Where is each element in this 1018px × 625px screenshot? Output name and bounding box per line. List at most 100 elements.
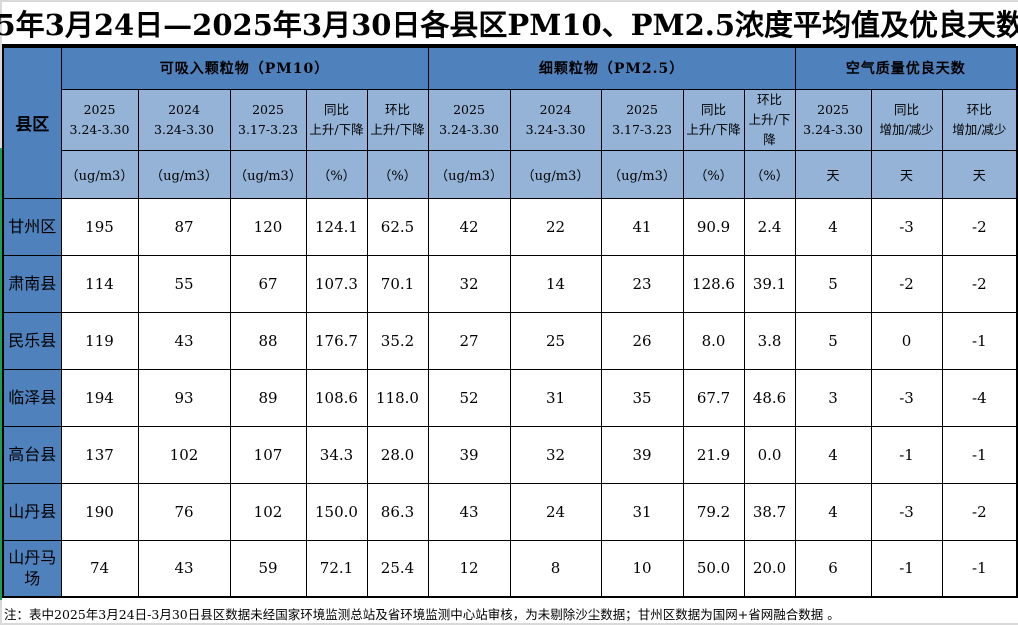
cell-value: 43: [427, 482, 511, 541]
window-edge-bottom: [0, 623, 1018, 625]
cell-value: 74: [60, 539, 139, 598]
cell-value: 194: [60, 368, 139, 427]
cell-value: 0: [870, 311, 943, 370]
cell-value: 38.7: [743, 482, 796, 541]
cell-value: 31: [509, 368, 602, 427]
table-row: 山丹县 190 76 102 150.0 86.3 43 24 31 79.2 …: [2, 482, 1018, 541]
group-header-pm10: 可吸入颗粒物（PM10）: [60, 46, 429, 90]
unit-header: （ug/m3）: [509, 149, 602, 199]
cell-value: 5: [794, 254, 872, 313]
cell-value: 87: [137, 197, 231, 256]
table-row: 高台县 137 102 107 34.3 28.0 39 32 39 21.9 …: [2, 425, 1018, 484]
cell-value: 107: [229, 425, 307, 484]
cell-value: 5: [794, 311, 872, 370]
cell-value: 102: [137, 425, 231, 484]
cell-value: 35: [600, 368, 684, 427]
cell-value: 59: [229, 539, 307, 598]
cell-value: 128.6: [682, 254, 745, 313]
cell-value: -3: [870, 197, 943, 256]
county-name: 肃南县: [2, 254, 62, 313]
unit-header: （ug/m3）: [600, 149, 684, 199]
period-header: 2025 3.24-3.30: [60, 88, 139, 151]
cell-value: 6: [794, 539, 872, 598]
cell-value: 20.0: [743, 539, 796, 598]
cell-value: 32: [509, 425, 602, 484]
table-row: 民乐县 119 43 88 176.7 35.2 27 25 26 8.0 3.…: [2, 311, 1018, 370]
cell-value: 24: [509, 482, 602, 541]
cell-value: 150.0: [305, 482, 368, 541]
cell-value: 2.4: [743, 197, 796, 256]
cell-value: 176.7: [305, 311, 368, 370]
cell-value: -4: [941, 368, 1018, 427]
cell-value: 70.1: [366, 254, 429, 313]
cell-value: 4: [794, 482, 872, 541]
cell-value: 114: [60, 254, 139, 313]
cell-value: 4: [794, 425, 872, 484]
window-edge-top: [0, 0, 1018, 2]
cell-value: 120: [229, 197, 307, 256]
table-row: 甘州区 195 87 120 124.1 62.5 42 22 41 90.9 …: [2, 197, 1018, 256]
cell-value: 10: [600, 539, 684, 598]
cell-value: 39.1: [743, 254, 796, 313]
cell-value: 25: [509, 311, 602, 370]
cell-value: -3: [870, 482, 943, 541]
cell-value: -2: [941, 197, 1018, 256]
period-header: 2025 3.17-3.23: [600, 88, 684, 151]
footnote-text: 注：表中2025年3月24日-3月30日县区数据未经国家环境监测总站及省环境监测…: [2, 598, 1016, 623]
cell-value: 34.3: [305, 425, 368, 484]
cell-value: 4: [794, 197, 872, 256]
table-row: 临泽县 194 93 89 108.6 118.0 52 31 35 67.7 …: [2, 368, 1018, 427]
cell-value: 48.6: [743, 368, 796, 427]
cell-value: 31: [600, 482, 684, 541]
cell-value: 32: [427, 254, 511, 313]
cell-value: 67.7: [682, 368, 745, 427]
cell-value: 124.1: [305, 197, 368, 256]
group-header-row: 县区 可吸入颗粒物（PM10） 细颗粒物（PM2.5） 空气质量优良天数: [2, 46, 1018, 199]
cell-value: 39: [600, 425, 684, 484]
cell-value: -2: [870, 254, 943, 313]
period-header: 2024 3.24-3.30: [137, 88, 231, 151]
cell-value: 3: [794, 368, 872, 427]
group-header-pm25: 细颗粒物（PM2.5）: [427, 46, 796, 90]
unit-header: （ug/m3）: [137, 149, 231, 199]
cell-value: 137: [60, 425, 139, 484]
cell-value: 76: [137, 482, 231, 541]
county-name: 高台县: [2, 425, 62, 484]
cell-value: 26: [600, 311, 684, 370]
cell-value: 55: [137, 254, 231, 313]
cell-value: 118.0: [366, 368, 429, 427]
page-title: 2025年3月24日—2025年3月30日各县区PM10、PM2.5浓度平均值及…: [0, 2, 1018, 46]
corner-county-label: 县区: [2, 46, 62, 199]
cell-value: 52: [427, 368, 511, 427]
unit-header-row: （ug/m3） （ug/m3） （ug/m3） （%） （%） （ug/m3） …: [3, 149, 1018, 199]
period-header: 2025 3.17-3.23: [229, 88, 307, 151]
cell-value: 72.1: [305, 539, 368, 598]
period-header-row: 2025 3.24-3.30 2024 3.24-3.30 2025 3.17-…: [3, 88, 1018, 151]
county-name: 民乐县: [2, 311, 62, 370]
group-header-good-days: 空气质量优良天数: [794, 46, 1018, 90]
period-header: 同比 增加/减少: [870, 88, 943, 151]
period-header: 环比 上升/下降: [366, 88, 429, 151]
unit-header: （%）: [366, 149, 429, 199]
cell-value: -1: [941, 539, 1018, 598]
period-header: 环比 上升/下降: [743, 88, 796, 151]
cell-value: -3: [870, 368, 943, 427]
unit-header: （ug/m3）: [427, 149, 511, 199]
cell-value: 39: [427, 425, 511, 484]
cell-value: 195: [60, 197, 139, 256]
cell-value: -2: [941, 254, 1018, 313]
unit-header: （%）: [682, 149, 745, 199]
cell-value: 62.5: [366, 197, 429, 256]
cell-value: -1: [870, 539, 943, 598]
cell-value: 43: [137, 311, 231, 370]
cell-value: 22: [509, 197, 602, 256]
cell-value: 43: [137, 539, 231, 598]
county-name: 临泽县: [2, 368, 62, 427]
cell-value: 25.4: [366, 539, 429, 598]
cell-value: 35.2: [366, 311, 429, 370]
cell-value: 93: [137, 368, 231, 427]
period-header: 同比 上升/下降: [682, 88, 745, 151]
unit-header: （%）: [743, 149, 796, 199]
cell-value: 89: [229, 368, 307, 427]
